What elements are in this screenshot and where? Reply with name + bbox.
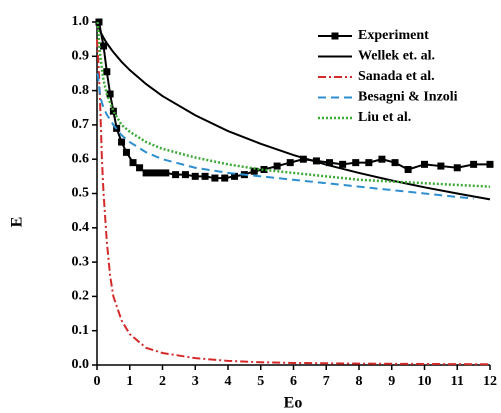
data-point <box>162 169 170 177</box>
legend-label: Experiment <box>358 28 429 43</box>
y-tick-label: 0.1 <box>72 323 90 338</box>
data-point <box>109 107 117 115</box>
data-point <box>118 138 126 146</box>
x-tick-label: 9 <box>388 374 395 389</box>
data-point <box>129 159 137 167</box>
x-tick-label: 4 <box>225 374 232 389</box>
x-tick-label: 8 <box>356 374 363 389</box>
x-tick-label: 0 <box>94 374 101 389</box>
y-tick-label: 1.0 <box>72 14 90 29</box>
x-tick-label: 7 <box>323 374 330 389</box>
data-point <box>100 42 108 50</box>
data-point <box>486 160 494 168</box>
y-tick-label: 0.9 <box>72 49 90 64</box>
y-tick-label: 0.5 <box>72 186 90 201</box>
legend-label: Liu et al. <box>358 110 411 125</box>
data-point <box>103 68 111 76</box>
x-tick-label: 12 <box>483 374 497 389</box>
data-point <box>404 165 412 173</box>
data-point <box>352 159 360 167</box>
data-point <box>339 160 347 168</box>
x-tick-label: 6 <box>290 374 297 389</box>
x-tick-label: 11 <box>451 374 464 389</box>
data-point <box>191 172 199 180</box>
data-point <box>365 159 373 167</box>
data-point <box>95 18 103 26</box>
data-point <box>142 169 150 177</box>
data-point <box>260 165 268 173</box>
y-tick-label: 0.2 <box>72 289 90 304</box>
legend-label: Wellek et. al. <box>358 49 435 64</box>
data-point <box>231 172 239 180</box>
data-point <box>273 162 281 170</box>
data-point <box>453 164 461 172</box>
legend-marker <box>331 32 339 40</box>
y-tick-label: 0.7 <box>72 117 90 132</box>
data-point <box>122 148 130 156</box>
data-point <box>155 169 163 177</box>
data-point <box>286 159 294 167</box>
legend-label: Sanada et al. <box>358 69 435 84</box>
x-axis-label: Eo <box>284 395 303 412</box>
x-tick-label: 5 <box>257 374 264 389</box>
y-tick-label: 0.0 <box>72 357 90 372</box>
x-tick-label: 2 <box>159 374 166 389</box>
legend-label: Besagni & Inzoli <box>358 90 458 105</box>
series-line <box>96 21 491 188</box>
x-tick-label: 1 <box>126 374 133 389</box>
data-point <box>299 155 307 163</box>
y-tick-label: 0.3 <box>72 254 90 269</box>
data-point <box>201 172 209 180</box>
data-point <box>378 155 386 163</box>
data-point <box>136 164 144 172</box>
data-point <box>172 171 180 179</box>
data-point <box>149 169 157 177</box>
y-tick-label: 0.8 <box>72 83 90 98</box>
y-axis-label: E <box>9 217 26 228</box>
x-tick-label: 3 <box>192 374 199 389</box>
data-point <box>221 174 229 182</box>
data-point <box>181 171 189 179</box>
series-line <box>96 73 474 200</box>
data-point <box>106 90 114 98</box>
y-tick-label: 0.6 <box>72 151 90 166</box>
series-line <box>97 21 490 180</box>
x-tick-label: 10 <box>418 374 432 389</box>
series-line <box>96 21 491 201</box>
data-point <box>421 160 428 168</box>
series-line <box>96 39 491 366</box>
data-point <box>326 159 334 167</box>
data-point <box>470 160 478 168</box>
y-tick-label: 0.4 <box>72 220 90 235</box>
data-point <box>391 159 399 167</box>
data-point <box>211 174 219 182</box>
data-point <box>250 167 258 175</box>
data-point <box>437 162 445 170</box>
